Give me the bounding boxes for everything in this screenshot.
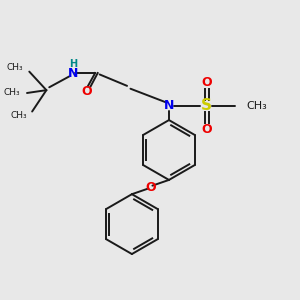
Text: CH₃: CH₃: [246, 101, 267, 111]
Text: S: S: [200, 98, 211, 113]
Text: N: N: [68, 67, 79, 80]
Text: CH₃: CH₃: [4, 88, 20, 98]
Text: N: N: [164, 99, 174, 112]
Text: H: H: [69, 59, 77, 70]
Text: CH₃: CH₃: [7, 63, 24, 72]
Text: O: O: [146, 181, 156, 194]
Text: CH₃: CH₃: [11, 111, 27, 120]
Text: O: O: [202, 76, 212, 89]
Text: O: O: [202, 123, 212, 136]
Text: O: O: [82, 85, 92, 98]
